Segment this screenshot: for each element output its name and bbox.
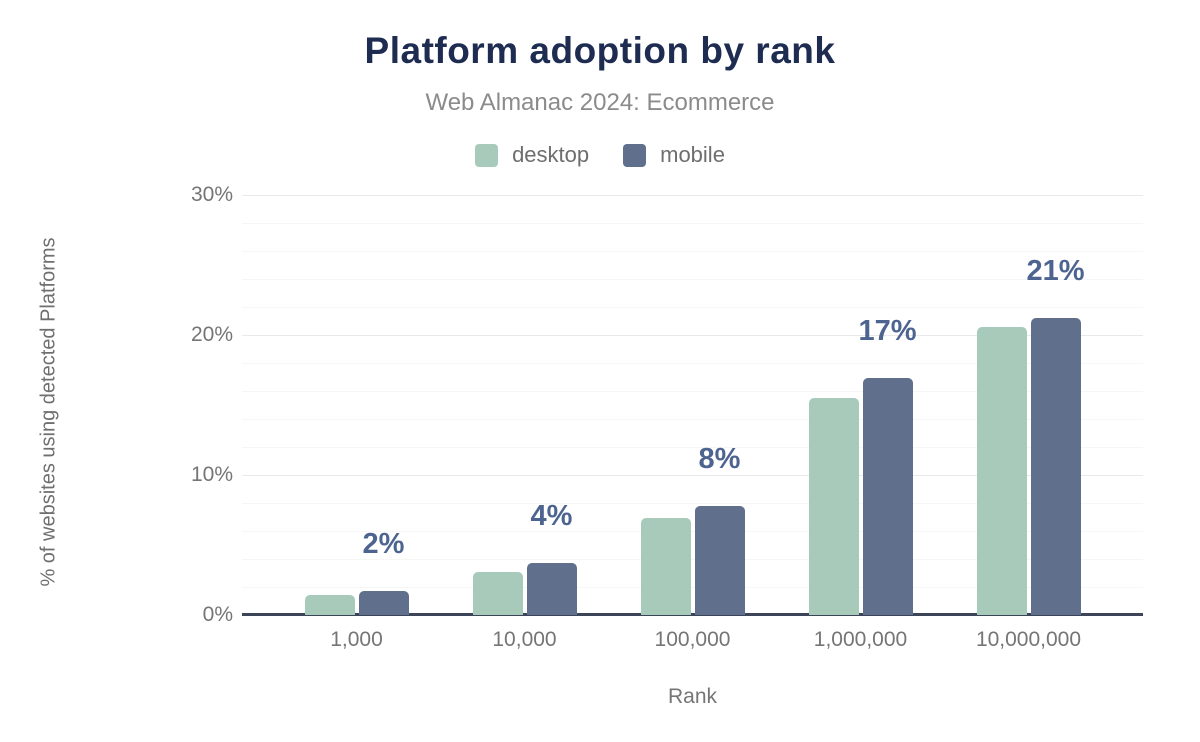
bar-mobile-1000000[interactable] [862, 378, 913, 615]
x-tick-label-10000: 10,000 [492, 628, 557, 651]
minor-gridline [242, 502, 1143, 504]
bar-desktop-1000000[interactable] [808, 398, 859, 615]
legend: desktop mobile [0, 142, 1200, 168]
y-axis-title: % of websites using detected Platforms [37, 237, 60, 587]
minor-gridline [242, 250, 1143, 252]
legend-item-mobile[interactable]: mobile [623, 142, 725, 168]
major-gridline [242, 194, 1143, 196]
data-label-100000: 8% [698, 442, 741, 475]
x-axis-title: Rank [667, 685, 718, 708]
bar-mobile-10000000[interactable] [1030, 318, 1081, 615]
x-tick-label-1000000: 1,000,000 [813, 628, 908, 651]
bar-desktop-1000[interactable] [304, 595, 355, 615]
bar-desktop-10000000[interactable] [976, 326, 1027, 615]
minor-gridline [242, 558, 1143, 560]
minor-gridline [242, 586, 1143, 588]
minor-gridline [242, 306, 1143, 308]
y-tick-label: 20% [190, 323, 233, 346]
legend-item-desktop[interactable]: desktop [475, 142, 589, 168]
data-label-1000: 2% [362, 528, 405, 561]
minor-gridline [242, 222, 1143, 224]
minor-gridline [242, 362, 1143, 364]
bar-mobile-1000[interactable] [358, 591, 409, 615]
major-gridline [242, 334, 1143, 336]
major-gridline [242, 474, 1143, 476]
mobile-swatch [623, 143, 647, 167]
desktop-swatch [475, 143, 499, 167]
minor-gridline [242, 418, 1143, 420]
x-axis-line [242, 613, 1143, 616]
x-tick-label-10000000: 10,000,000 [975, 628, 1082, 651]
plot-area: Rank 0% 10% 20% 30% 2% 1,000 4% 10,000 8% 100,000… [191, 175, 1143, 708]
x-tick-label-100000: 100,000 [654, 628, 731, 651]
bar-desktop-10000[interactable] [472, 571, 523, 615]
y-tick-label: 10% [190, 463, 233, 486]
bar-mobile-10000[interactable] [526, 563, 577, 615]
legend-label-mobile: mobile [660, 142, 725, 167]
x-tick-label-1000: 1,000 [330, 628, 383, 651]
chart-subtitle: Web Almanac 2024: Ecommerce [425, 89, 775, 116]
bar-desktop-100000[interactable] [640, 518, 691, 615]
minor-gridline [242, 530, 1143, 532]
minor-gridline [242, 446, 1143, 448]
bar-mobile-100000[interactable] [694, 505, 745, 615]
y-tick-label: 30% [190, 183, 233, 206]
y-tick-label: 0% [202, 603, 233, 626]
minor-gridline [242, 278, 1143, 280]
data-label-10000000: 21% [1026, 255, 1085, 288]
data-label-1000000: 17% [858, 315, 917, 348]
minor-gridline [242, 390, 1143, 392]
data-label-10000: 4% [530, 500, 573, 533]
chart-title: Platform adoption by rank [364, 30, 836, 71]
legend-label-desktop: desktop [512, 142, 590, 167]
